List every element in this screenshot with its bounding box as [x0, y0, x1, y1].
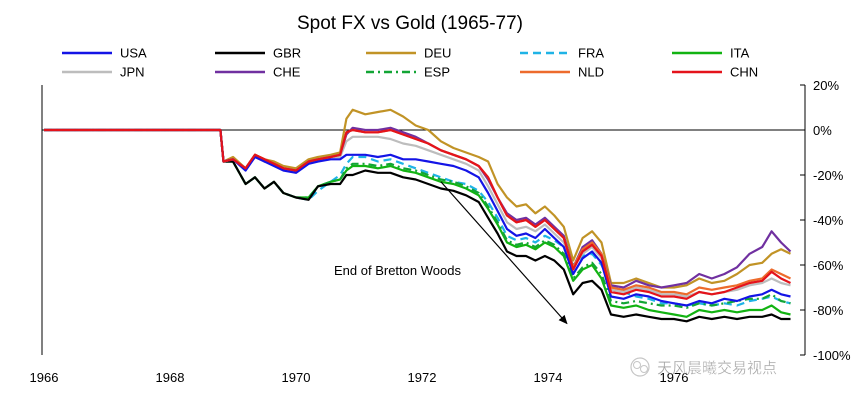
y-tick-label: -100%: [813, 348, 851, 363]
legend-label-deu: DEU: [424, 46, 451, 61]
x-tick-label: 1972: [408, 370, 437, 385]
y-tick-label: 0%: [813, 123, 832, 138]
legend-label-chn: CHN: [730, 65, 758, 80]
watermark-text: 天风晨曦交易视点: [657, 359, 777, 377]
legend-label-jpn: JPN: [120, 65, 145, 80]
legend-label-ita: ITA: [730, 46, 750, 61]
x-tick-label: 1970: [282, 370, 311, 385]
watermark-logo-icon-inner-2: [640, 365, 648, 373]
legend-label-gbr: GBR: [273, 46, 301, 61]
legend-label-fra: FRA: [578, 46, 604, 61]
x-tick-label: 1976: [660, 370, 689, 385]
y-tick-label: -20%: [813, 168, 844, 183]
legend-label-nld: NLD: [578, 65, 604, 80]
legend-label-esp: ESP: [424, 65, 450, 80]
y-tick-label: -80%: [813, 303, 844, 318]
x-tick-label: 1968: [156, 370, 185, 385]
plot-area: End of Bretton Woods: [41, 85, 806, 355]
series-line-esp: [44, 128, 791, 309]
annotation: End of Bretton Woods: [334, 181, 568, 325]
legend-label-che: CHE: [273, 65, 301, 80]
annotation-label: End of Bretton Woods: [334, 263, 461, 278]
x-axis-ticks: 1966 1968 1970 1972 1974 1976: [30, 370, 689, 385]
legend-label-usa: USA: [120, 46, 147, 61]
watermark: 天风晨曦交易视点: [630, 357, 777, 377]
series-line-usa: [44, 128, 791, 307]
x-tick-label: 1966: [30, 370, 59, 385]
y-tick-label: 20%: [813, 78, 839, 93]
y-tick-label: -40%: [813, 213, 844, 228]
y-axis-ticks: 20% 0% -20% -40% -60% -80% -100%: [800, 78, 851, 363]
series-line-gbr: [44, 128, 791, 323]
annotation-arrow: [440, 181, 568, 325]
legend: USA GBR DEU FRA ITA JPN CHE ESP NLD CHN: [62, 46, 758, 80]
x-tick-label: 1974: [534, 370, 563, 385]
y-tick-label: -60%: [813, 258, 844, 273]
series-group: [44, 108, 792, 323]
series-line-ita: [44, 128, 791, 318]
series-line-chn: [44, 128, 791, 300]
watermark-logo-icon-inner: [633, 361, 641, 369]
series-line-fra: [44, 128, 791, 307]
chart-title: Spot FX vs Gold (1965-77): [297, 13, 523, 34]
